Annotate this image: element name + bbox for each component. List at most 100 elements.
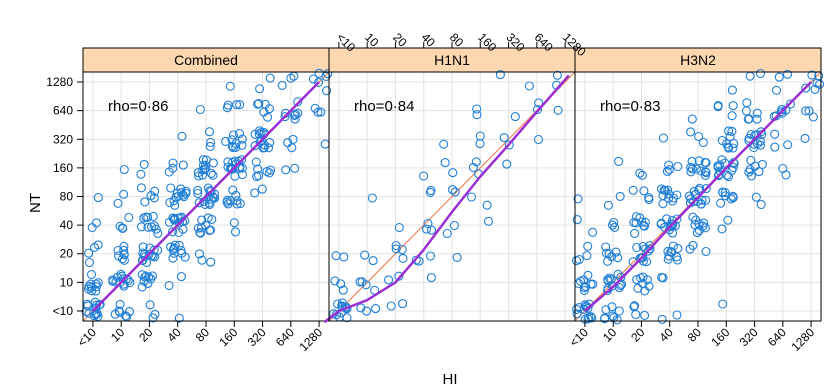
data-point bbox=[502, 159, 512, 169]
data-point bbox=[638, 272, 648, 282]
data-point bbox=[148, 211, 158, 221]
data-point bbox=[717, 224, 727, 234]
data-point bbox=[230, 227, 241, 237]
data-point bbox=[727, 111, 737, 121]
data-point bbox=[781, 170, 791, 180]
data-point bbox=[629, 217, 639, 228]
data-point bbox=[713, 161, 723, 171]
data-point bbox=[729, 139, 739, 149]
data-point bbox=[419, 171, 429, 181]
data-point bbox=[195, 104, 205, 115]
data-point bbox=[639, 186, 649, 196]
x-tick-label-bottom: 10 bbox=[600, 325, 620, 345]
data-point bbox=[143, 279, 153, 289]
data-point bbox=[237, 169, 247, 180]
data-point bbox=[510, 112, 520, 122]
data-point bbox=[222, 195, 232, 205]
data-point bbox=[755, 140, 765, 150]
data-point bbox=[630, 228, 640, 238]
smooth-line bbox=[92, 81, 320, 312]
panel-h1n1: H1N1 rho=0·84 bbox=[323, 47, 576, 324]
data-point bbox=[168, 158, 178, 168]
data-point bbox=[140, 197, 150, 207]
data-point bbox=[177, 131, 187, 141]
data-point bbox=[277, 80, 287, 90]
data-point bbox=[290, 163, 300, 173]
data-point bbox=[168, 213, 178, 223]
data-point bbox=[194, 171, 204, 181]
data-point bbox=[663, 246, 673, 256]
data-point bbox=[250, 129, 260, 139]
data-point bbox=[149, 221, 159, 231]
data-point bbox=[222, 103, 232, 113]
data-point bbox=[614, 283, 624, 293]
data-point bbox=[95, 299, 105, 309]
data-point bbox=[694, 156, 704, 166]
data-point bbox=[286, 73, 296, 83]
data-point bbox=[206, 168, 216, 178]
data-point bbox=[368, 256, 378, 266]
data-point bbox=[606, 275, 616, 285]
y-tick-label: 320 bbox=[53, 132, 73, 146]
smooth-line bbox=[323, 74, 570, 324]
x-tick-label-top: 10 bbox=[362, 30, 382, 50]
data-point bbox=[499, 133, 509, 143]
data-point bbox=[283, 138, 293, 148]
data-point bbox=[701, 168, 711, 178]
data-point bbox=[442, 228, 452, 239]
data-point bbox=[371, 304, 381, 314]
data-point bbox=[662, 166, 672, 176]
data-point bbox=[266, 165, 276, 175]
data-point bbox=[425, 251, 436, 261]
data-point bbox=[720, 188, 730, 198]
data-point bbox=[367, 193, 377, 203]
y-tick-label: 40 bbox=[60, 218, 74, 232]
data-point bbox=[656, 184, 667, 194]
data-point bbox=[601, 305, 611, 315]
data-point bbox=[468, 162, 478, 172]
data-point bbox=[804, 106, 814, 116]
data-point bbox=[149, 193, 159, 203]
data-point bbox=[637, 170, 647, 180]
data-point bbox=[398, 253, 408, 263]
data-point bbox=[524, 81, 534, 91]
panel-strip bbox=[574, 47, 822, 73]
data-point bbox=[782, 69, 793, 79]
data-point bbox=[600, 314, 610, 324]
data-point bbox=[149, 245, 159, 255]
x-tick-label-bottom: 320 bbox=[737, 325, 761, 349]
x-tick-label-bottom: 40 bbox=[164, 325, 184, 345]
data-point bbox=[664, 160, 674, 170]
data-point bbox=[783, 140, 793, 150]
data-point bbox=[572, 215, 582, 225]
data-point bbox=[164, 167, 174, 177]
data-point bbox=[426, 225, 437, 235]
data-point bbox=[534, 98, 544, 108]
data-point bbox=[253, 164, 263, 174]
x-tick-label-bottom: 1280 bbox=[296, 325, 325, 354]
data-point bbox=[800, 133, 810, 143]
x-tick-label-bottom: <10 bbox=[75, 325, 100, 350]
data-point bbox=[91, 218, 101, 228]
data-point bbox=[357, 277, 367, 287]
data-point bbox=[658, 199, 668, 209]
data-point bbox=[686, 127, 696, 137]
data-point bbox=[398, 299, 408, 309]
data-point bbox=[785, 99, 796, 109]
data-point bbox=[582, 250, 592, 261]
data-point bbox=[607, 302, 617, 312]
data-point bbox=[572, 304, 582, 314]
data-point bbox=[203, 213, 213, 223]
data-point bbox=[331, 251, 341, 261]
data-point bbox=[610, 222, 620, 232]
data-point bbox=[265, 73, 275, 83]
data-point bbox=[260, 99, 270, 109]
data-point bbox=[86, 269, 97, 280]
data-point bbox=[726, 194, 736, 204]
data-point bbox=[751, 192, 761, 202]
data-point bbox=[179, 192, 189, 202]
data-point bbox=[84, 308, 94, 318]
data-point bbox=[197, 215, 207, 225]
data-point bbox=[777, 108, 787, 118]
panels-layer: Combined rho=0·86 H1N1 rho=0·84 H3N2 rho=0·83 bbox=[81, 47, 825, 325]
